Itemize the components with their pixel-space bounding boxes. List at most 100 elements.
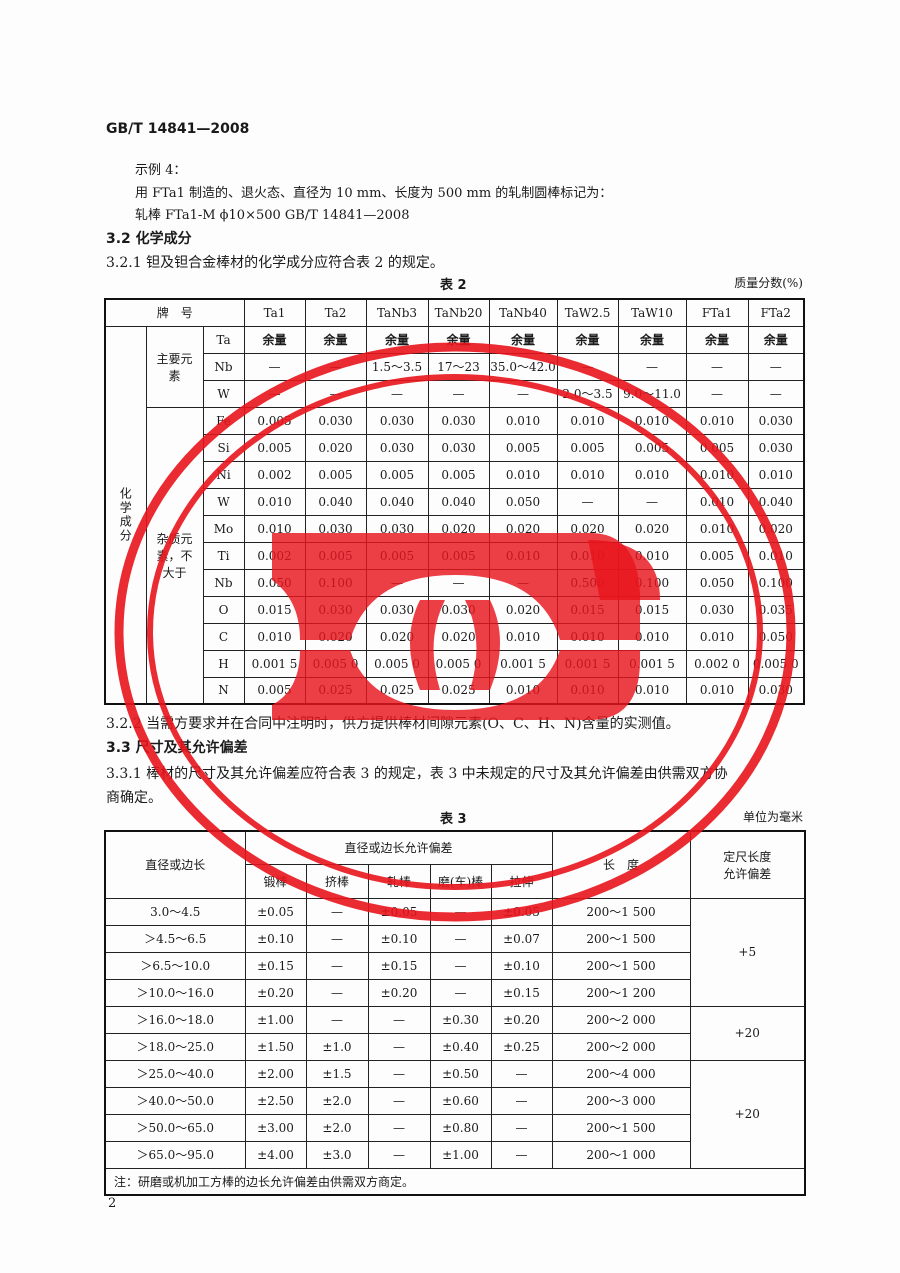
table-cell: 0.005	[365, 541, 429, 570]
table-cell: —	[243, 379, 306, 408]
table-cell: 0.040	[304, 487, 367, 516]
table-cell: 1.5～3.5	[365, 352, 429, 381]
table-row: Si 0.005 0.020 0.030 0.030 0.005 0.005 0.005 0.0…	[105, 433, 805, 462]
table-cell: 0.030	[365, 406, 429, 435]
table-cell: 0.005	[427, 460, 490, 489]
table-cell: —	[427, 379, 490, 408]
example-label: 示例 4：	[135, 163, 187, 178]
table-cell: —	[305, 1005, 369, 1034]
element-label: O	[202, 595, 245, 624]
table-cell: —	[304, 352, 367, 381]
table-cell: 9.0～11.0	[617, 379, 687, 408]
table-cell: —	[367, 1059, 431, 1088]
table-cell: 0.010	[556, 460, 619, 489]
tolerance-subheader: 挤棒	[305, 863, 369, 899]
table-cell: 200～4 000	[551, 1059, 691, 1088]
table-cell: 0.002	[243, 541, 306, 570]
table-cell: 0.015	[617, 595, 687, 624]
table-cell: 0.020	[556, 514, 619, 543]
table-cell: 0.010	[685, 622, 749, 651]
table3-unit: 单位为毫米	[742, 810, 803, 824]
table-cell: 0.030	[304, 595, 367, 624]
table-cell: 0.030	[365, 595, 429, 624]
table-cell: —	[243, 352, 306, 381]
table-cell: ±0.20	[244, 978, 307, 1007]
table-cell: 200～1 500	[551, 951, 691, 980]
table-cell: ±0.05	[490, 897, 553, 926]
table-cell: —	[488, 379, 558, 408]
table-cell: ±3.0	[305, 1140, 369, 1169]
table-cell: ±0.60	[429, 1086, 492, 1115]
table-cell: 0.030	[304, 406, 367, 435]
table-cell: ±0.05	[244, 897, 307, 926]
grade-header: TaNb3	[365, 298, 429, 327]
table-cell: 0.025	[304, 676, 367, 705]
table-cell: —	[685, 379, 749, 408]
table-cell: 200～2 000	[551, 1005, 691, 1034]
table-cell: 0.005	[243, 433, 306, 462]
table-cell: 0.010	[488, 622, 558, 651]
table-cell: 余量	[685, 325, 749, 354]
table-cell: 0.010	[685, 676, 749, 705]
table-cell: ±0.80	[429, 1113, 492, 1142]
table-cell: 0.010	[556, 406, 619, 435]
table-cell: 0.030	[747, 433, 805, 462]
impurity-elements-label: 杂质元素，不大于	[145, 406, 204, 705]
table2-caption: 表 2	[440, 278, 467, 293]
table-cell: ±0.10	[244, 924, 307, 953]
table-cell: 0.010	[243, 514, 306, 543]
table-cell: 200～1 500	[551, 1113, 691, 1142]
table-row: W — — — — —2.0～3.5 9.0～11.0— —	[105, 379, 805, 408]
table-note-row: 注：研磨或机加工方棒的边长允许偏差由供需双方商定。	[104, 1167, 806, 1196]
table-cell: 200～3 000	[551, 1086, 691, 1115]
table-cell: —	[490, 1140, 553, 1169]
table-row: Mo 0.010 0.030 0.030 0.020 0.020 0.020 0.020 0.0…	[105, 514, 805, 543]
table-row: Ni 0.002 0.005 0.005 0.005 0.010 0.010 0.010 0.0…	[105, 460, 805, 489]
table-row: C 0.010 0.020 0.020 0.020 0.010 0.010 0.010 0.01…	[105, 622, 805, 651]
table-cell: 0.025	[427, 676, 490, 705]
table-cell: 0.005	[304, 541, 367, 570]
table-cell: 0.001 5	[617, 649, 687, 678]
table-row: ＞65.0～95.0 ±4.00 ±3.0— ±1.00—200～1 000	[104, 1140, 805, 1169]
element-label: C	[202, 622, 245, 651]
table-cell: —	[427, 568, 490, 597]
table-cell: —	[429, 924, 492, 953]
table-row: O 0.015 0.030 0.030 0.030 0.020 0.015 0.015 0.03…	[105, 595, 805, 624]
table-cell: —	[305, 924, 369, 953]
table-cell: 0.020	[427, 514, 490, 543]
table-cell: 余量	[488, 325, 558, 354]
grade-header: Ta1	[243, 298, 306, 327]
example-line-1: 用 FTa1 制造的、退火态、直径为 10 mm、长度为 500 mm 的轧制圆…	[135, 186, 613, 201]
table-cell: 0.020	[304, 622, 367, 651]
table-row: ＞50.0～65.0 ±3.00 ±2.0— ±0.80—200～1 500	[104, 1113, 805, 1142]
grade-header: TaNb40	[488, 298, 558, 327]
table-cell: 0.100	[747, 568, 805, 597]
table-cell: 0.100	[617, 568, 687, 597]
table-cell: 0.020	[747, 514, 805, 543]
section-3-2-title: 3.2 化学成分	[106, 231, 192, 247]
grade-header: TaNb20	[427, 298, 490, 327]
chemical-composition-table: 牌 号 Ta1 Ta2 TaNb3 TaNb20 TaNb40 TaW2.5 TaW10 FTa…	[104, 298, 806, 705]
table-cell: 0.005	[427, 541, 490, 570]
table-cell: —	[367, 1140, 431, 1169]
table-cell: —	[429, 897, 492, 926]
table-cell: 余量	[243, 325, 306, 354]
table-cell: 0.001 5	[488, 649, 558, 678]
brand-header: 牌 号	[104, 298, 245, 327]
para-3-3-1-cont: 商确定。	[106, 790, 162, 806]
table-cell: ±0.20	[367, 978, 431, 1007]
table-cell: 余量	[427, 325, 490, 354]
table-cell: —	[305, 951, 369, 980]
table-cell: ±1.50	[244, 1032, 307, 1061]
tolerance-subheader: 轧棒	[367, 863, 431, 899]
para-3-2-1: 3.2.1 钽及钽合金棒材的化学成分应符合表 2 的规定。	[106, 255, 444, 271]
table-cell: 35.0～42.0	[488, 352, 558, 381]
table-cell: ±4.00	[244, 1140, 307, 1169]
table-cell: ＞18.0～25.0	[104, 1032, 246, 1061]
table-cell: —	[490, 1113, 553, 1142]
table-cell: —	[365, 379, 429, 408]
para-3-3-1: 3.3.1 棒材的尺寸及其允许偏差应符合表 3 的规定，表 3 中未规定的尺寸及…	[106, 766, 728, 782]
table2-unit: 质量分数(%)	[734, 276, 803, 290]
table-cell: —	[617, 487, 687, 516]
